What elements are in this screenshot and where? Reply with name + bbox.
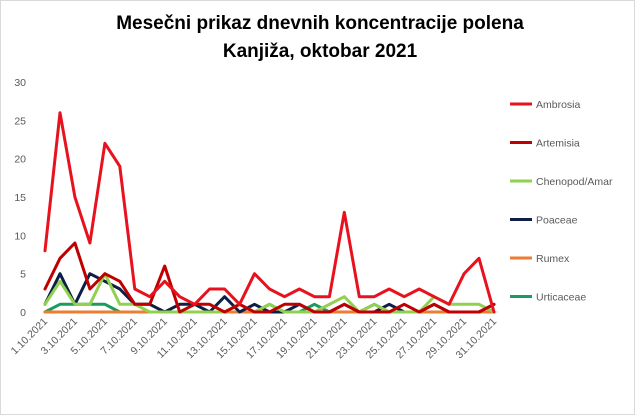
y-tick-label: 20 xyxy=(14,154,26,166)
y-tick-label: 15 xyxy=(14,192,26,204)
series-line-artemisia xyxy=(43,241,496,314)
y-tick-label: 5 xyxy=(20,269,26,281)
legend-label-chenopod-amar: Chenopod/Amar xyxy=(536,176,613,188)
legend-label-poaceae: Poaceae xyxy=(536,215,578,227)
legend-label-rumex: Rumex xyxy=(536,253,570,265)
series-lines xyxy=(43,111,496,314)
legend: Ambrosia Artemisia Chenopod/Amar Poaceae Rum… xyxy=(510,99,613,304)
y-tick-label: 10 xyxy=(14,230,26,242)
series-line-ambrosia xyxy=(43,111,496,314)
legend-label-urticaceae: Urticaceae xyxy=(536,292,586,304)
y-tick-label: 30 xyxy=(14,77,26,89)
y-tick-label: 25 xyxy=(14,115,26,127)
y-tick-label: 0 xyxy=(20,307,26,319)
legend-label-artemisia: Artemisia xyxy=(536,138,580,150)
legend-label-ambrosia: Ambrosia xyxy=(536,99,581,111)
chart-title: Mesečni prikaz dnevnih koncentracije pol… xyxy=(0,10,635,66)
chart-title-line-2: Kanjiža, oktobar 2021 xyxy=(222,41,418,62)
chart-title-line-1: Mesečni prikaz dnevnih koncentracije pol… xyxy=(116,13,524,34)
